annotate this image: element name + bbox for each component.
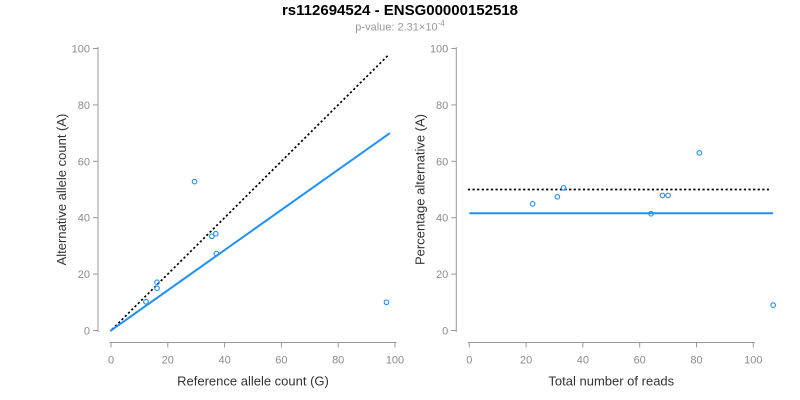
x-tick-label: 60 — [634, 355, 646, 367]
x-axis-title: Total number of reads — [548, 374, 674, 389]
data-point — [383, 299, 390, 306]
data-point — [212, 230, 219, 237]
data-point — [770, 302, 777, 308]
x-tick-label: 40 — [218, 355, 230, 367]
y-tick-label: 40 — [436, 213, 448, 225]
data-point — [665, 192, 671, 199]
data-point — [213, 250, 220, 257]
data-point — [554, 193, 561, 200]
y-tick-label: 100 — [430, 44, 448, 56]
y-tick-label: 40 — [78, 213, 90, 225]
data-point — [154, 285, 160, 292]
x-tick-label: 80 — [690, 355, 702, 367]
y-tick-label: 80 — [78, 100, 90, 112]
data-point — [659, 192, 666, 199]
x-tick-label: 60 — [275, 355, 287, 367]
y-tick-label: 0 — [84, 326, 90, 338]
x-tick-label: 80 — [332, 355, 344, 367]
identity-line — [111, 55, 389, 331]
data-point — [696, 149, 703, 156]
x-tick-label: 20 — [520, 355, 532, 367]
data-point — [154, 279, 160, 286]
y-tick-label: 20 — [436, 269, 448, 281]
y-tick-label: 20 — [78, 269, 90, 281]
figure-subtitle: p-value: 2.31×10-4 — [0, 19, 800, 34]
x-tick-label: 100 — [386, 355, 404, 367]
data-point — [648, 210, 654, 217]
fitted-ratio-line — [109, 132, 391, 332]
x-tick-label: 20 — [162, 355, 174, 367]
y-tick-label: 60 — [436, 156, 448, 168]
data-point — [191, 178, 198, 185]
x-tick-label: 100 — [744, 355, 762, 367]
y-axis-title: Percentage alternative (A) — [412, 114, 427, 265]
y-tick-label: 60 — [78, 156, 90, 168]
y-tick-label: 100 — [72, 44, 90, 56]
pvalue-label: p-value: 2.31×10 — [355, 21, 438, 34]
data-point — [208, 233, 215, 240]
data-point — [560, 184, 567, 191]
y-tick-label: 80 — [436, 100, 448, 112]
data-point — [143, 298, 149, 305]
pvalue-exponent: -4 — [437, 19, 445, 28]
y-axis-title: Alternative allele count (A) — [54, 114, 69, 266]
x-tick-label: 40 — [577, 355, 589, 367]
figure-title: rs112694524 - ENSG00000152518 — [281, 2, 519, 19]
data-point — [529, 201, 536, 207]
x-tick-label: 0 — [108, 355, 114, 367]
x-axis-title: Reference allele count (G) — [177, 374, 329, 389]
x-tick-label: 0 — [466, 355, 472, 367]
y-tick-label: 0 — [442, 326, 448, 338]
